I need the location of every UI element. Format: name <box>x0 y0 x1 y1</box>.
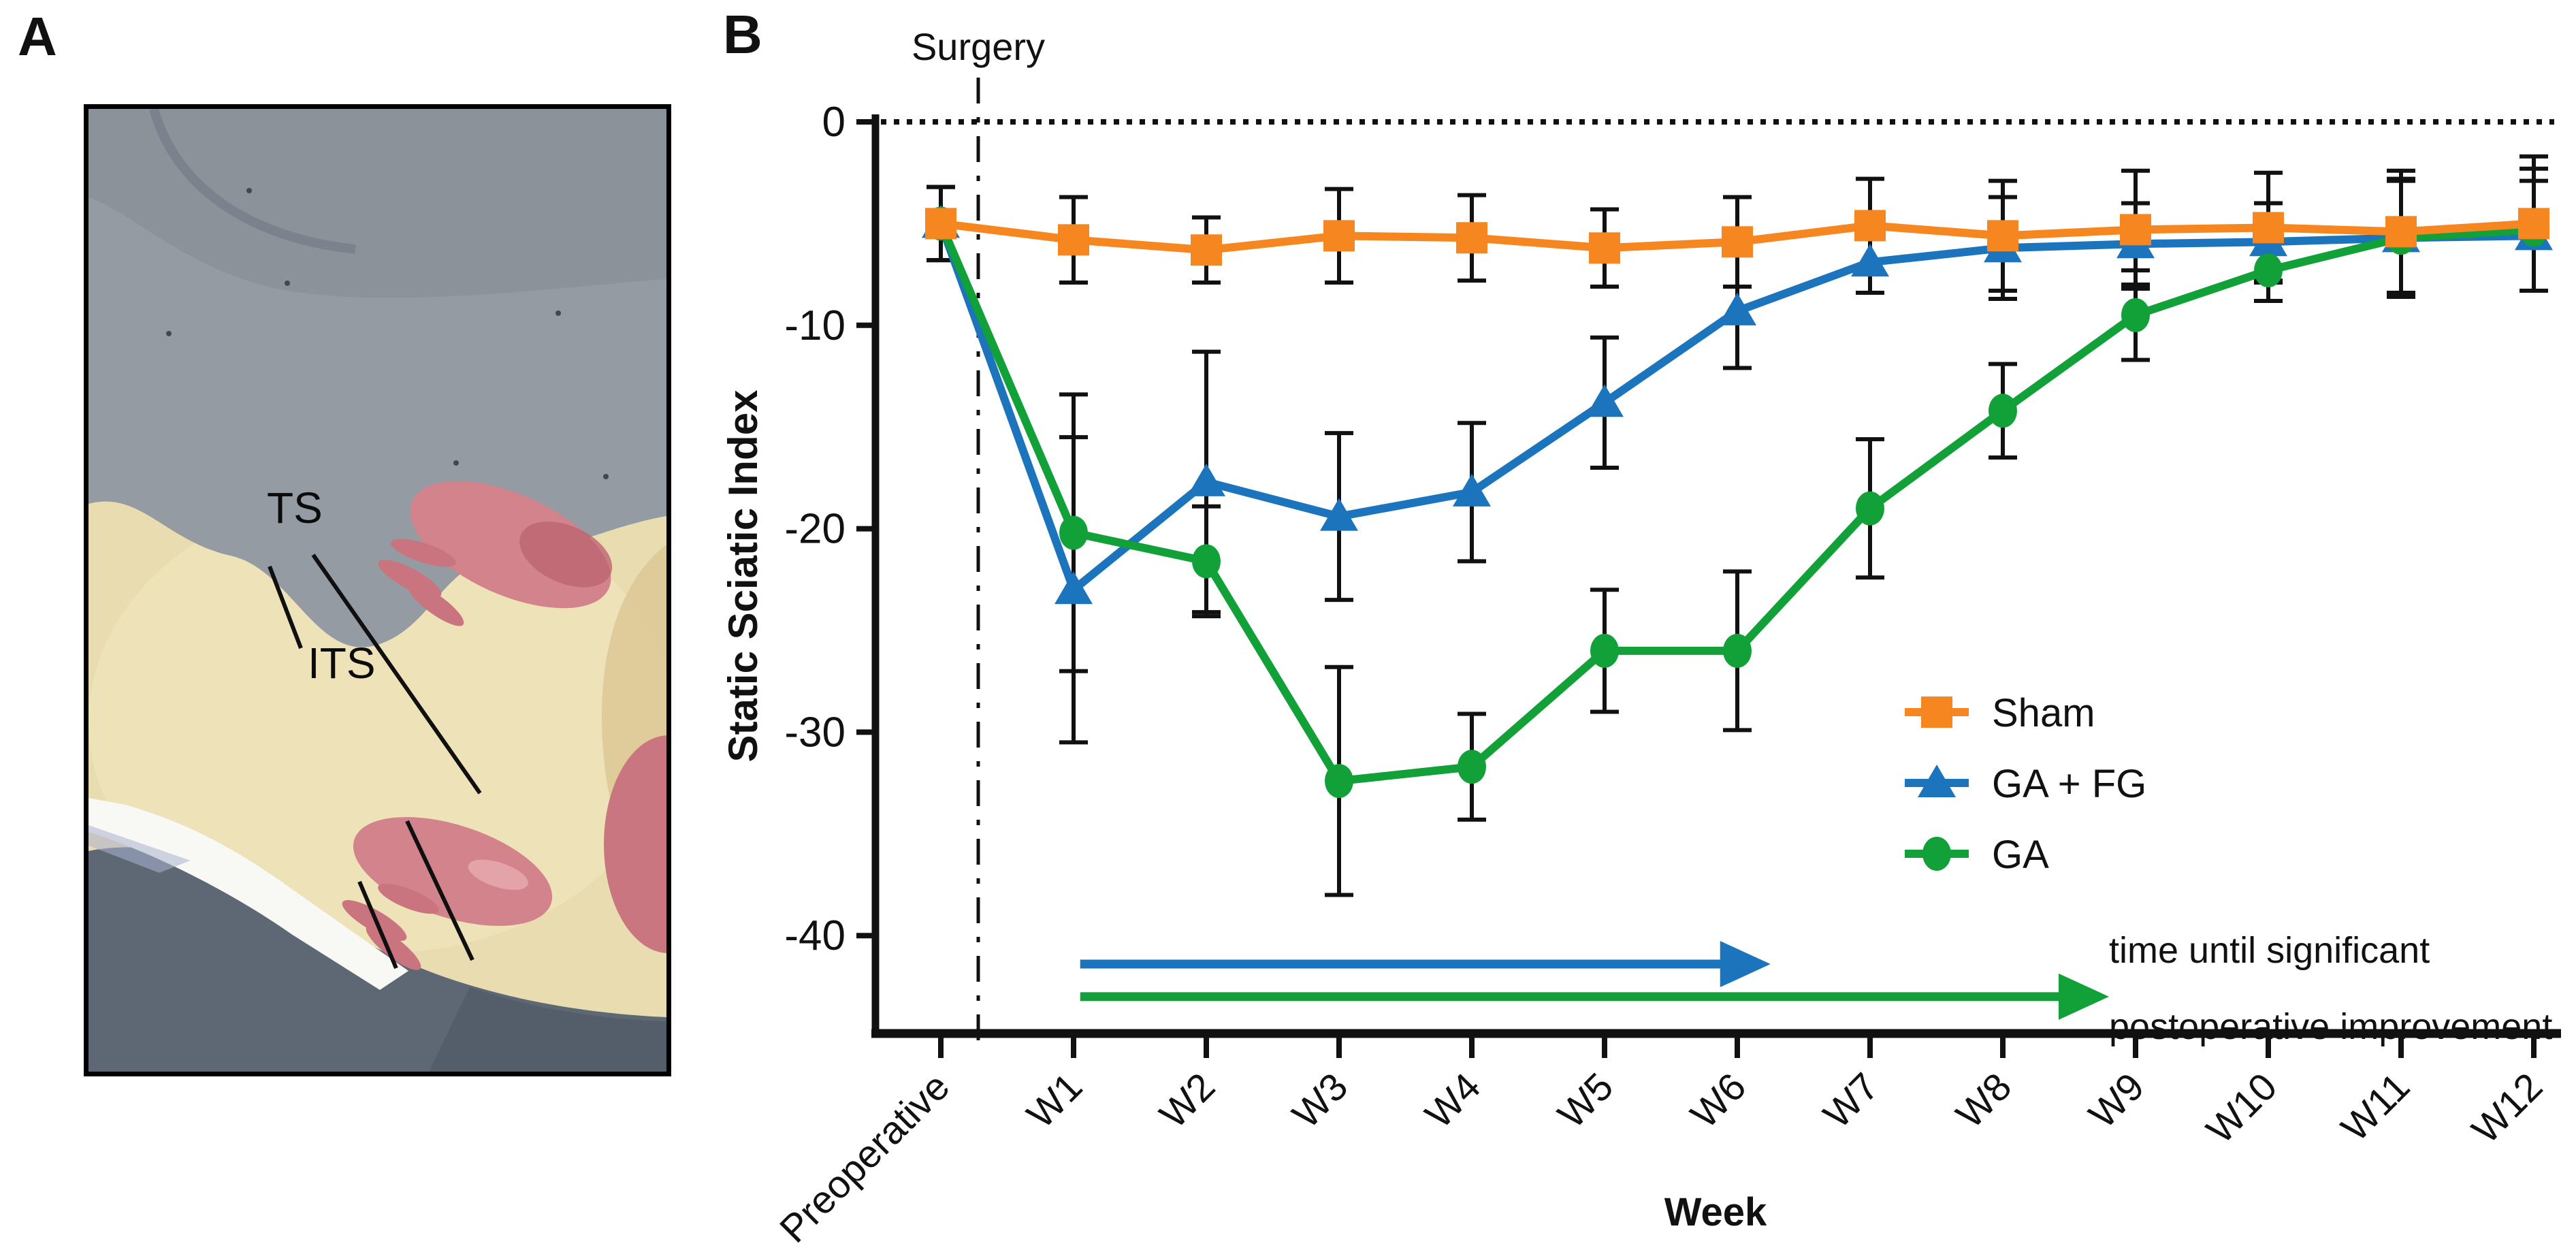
marker-square-Sham <box>1589 232 1620 264</box>
y-tick-label: -10 <box>784 302 846 349</box>
marker-square-Sham <box>2385 216 2417 248</box>
bedding-blue-tint <box>88 825 191 873</box>
y-tick-label: -40 <box>784 912 846 959</box>
marker-square-Sham <box>1456 222 1487 254</box>
y-tick-label: -20 <box>784 506 846 553</box>
arrowhead-icon <box>1720 941 1771 988</box>
y-axis-ticks: 0 -10 -20 -30 -40 <box>784 99 875 959</box>
marker-triangle-GA + FG <box>1585 384 1624 417</box>
legend-triangle-icon <box>1918 765 1956 797</box>
upper-toe <box>391 539 456 567</box>
marker-square-Sham <box>1987 220 2018 252</box>
marker-circle-GA <box>2254 253 2283 288</box>
legend-label-1: GA + FG <box>1992 762 2146 806</box>
y-tick-label: -30 <box>784 709 846 756</box>
speckle <box>285 281 290 286</box>
marker-square-Sham <box>1191 234 1222 266</box>
right-edge-limb <box>604 735 666 953</box>
marker-circle-GA <box>1856 491 1884 526</box>
marker-triangle-GA + FG <box>1187 463 1225 496</box>
panel-a-label: A <box>18 6 57 67</box>
legend-label-2: GA <box>1992 833 2049 877</box>
legend-circle-icon <box>1922 837 1951 871</box>
speckle <box>556 310 561 316</box>
marker-triangle-GA + FG <box>1320 498 1358 531</box>
data-series <box>922 205 2553 799</box>
x-axis-title: Week <box>1664 1190 1767 1234</box>
marker-square-Sham <box>2518 208 2549 240</box>
x-tick-label: W2 <box>1151 1065 1223 1137</box>
marker-triangle-GA + FG <box>1054 571 1093 605</box>
marker-circle-GA <box>1590 633 1619 668</box>
x-tick-label: W1 <box>1018 1065 1091 1137</box>
arrow-caption-line1: time until significant <box>2109 930 2430 971</box>
panel-a-photo: TS ITS <box>84 104 671 1076</box>
marker-triangle-GA + FG <box>1851 244 1889 277</box>
x-tick-label: W12 <box>2464 1065 2551 1152</box>
ts-label: TS <box>267 483 323 532</box>
marker-square-Sham <box>1323 220 1355 252</box>
error-bars <box>927 154 2548 897</box>
x-tick-label: W4 <box>1417 1065 1489 1137</box>
lower-paw-highlight <box>468 859 528 891</box>
x-axis-ticks: Preoperative W1 W2 W3 W4 W5 W6 W7 W8 W9 W10 W11 W12 <box>771 1038 2551 1250</box>
upper-paw <box>410 481 613 609</box>
speckle <box>166 331 172 336</box>
marker-triangle-GA + FG <box>1453 473 1491 507</box>
lower-paw-annotation-line <box>357 880 398 969</box>
marker-triangle-GA + FG <box>1718 292 1756 325</box>
lower-toe <box>366 925 421 970</box>
speckle <box>246 188 252 193</box>
legend-square-icon <box>1921 696 1952 728</box>
lower-toe <box>378 883 439 914</box>
marker-circle-GA <box>1059 515 1088 550</box>
surgery-label: Surgery <box>912 25 1045 68</box>
cage-floor-shadow <box>429 987 666 1072</box>
marker-circle-GA <box>2121 298 2150 332</box>
arrowhead-icon <box>2059 973 2109 1020</box>
marker-circle-GA <box>1458 750 1486 784</box>
lower-paw-annotation-line <box>405 820 474 961</box>
speckle <box>603 474 609 479</box>
cage-background-shadow <box>88 109 666 298</box>
marker-circle-GA <box>1192 544 1221 579</box>
x-tick-label: W3 <box>1284 1065 1356 1137</box>
marker-circle-GA <box>1723 633 1752 668</box>
marker-square-Sham <box>2120 214 2151 246</box>
marker-square-Sham <box>1854 210 1886 242</box>
x-tick-label: W10 <box>2198 1065 2285 1152</box>
marker-circle-GA <box>1989 394 2017 428</box>
x-tick-label: W6 <box>1682 1065 1754 1137</box>
rat-body-highlight <box>88 490 666 953</box>
cage-rim-line <box>149 109 356 254</box>
x-tick-label: W7 <box>1815 1065 1887 1137</box>
y-tick-label: 0 <box>822 99 846 146</box>
rat-paw-photo: TS ITS <box>88 109 666 1072</box>
marker-square-Sham <box>2253 212 2284 244</box>
speckle <box>453 460 459 466</box>
y-axis-title: Static Sciatic Index <box>720 390 766 763</box>
its-annotation-line <box>268 565 303 650</box>
improvement-arrows <box>1080 941 2109 1020</box>
marker-square-Sham <box>1058 224 1089 256</box>
panel-b-label: B <box>723 4 762 65</box>
x-tick-label: W9 <box>2080 1065 2153 1137</box>
x-tick-label: W8 <box>1948 1065 2020 1137</box>
ts-annotation-line <box>311 554 482 795</box>
x-tick-label: W11 <box>2333 1065 2418 1150</box>
upper-toe <box>407 583 464 626</box>
marker-square-Sham <box>925 208 956 240</box>
marker-circle-GA <box>1325 764 1353 799</box>
x-tick-label: W5 <box>1549 1065 1622 1137</box>
its-label: ITS <box>308 639 376 688</box>
upper-paw-dark <box>519 522 613 588</box>
arrow-caption-line2: postoperative improvement <box>2109 1006 2552 1047</box>
white-bedding-streak <box>88 798 408 990</box>
legend-label-0: Sham <box>1992 691 2095 735</box>
marker-square-Sham <box>1722 226 1753 258</box>
x-tick-label: Preoperative <box>771 1065 958 1250</box>
legend: Sham GA + FG GA <box>1905 691 2146 877</box>
